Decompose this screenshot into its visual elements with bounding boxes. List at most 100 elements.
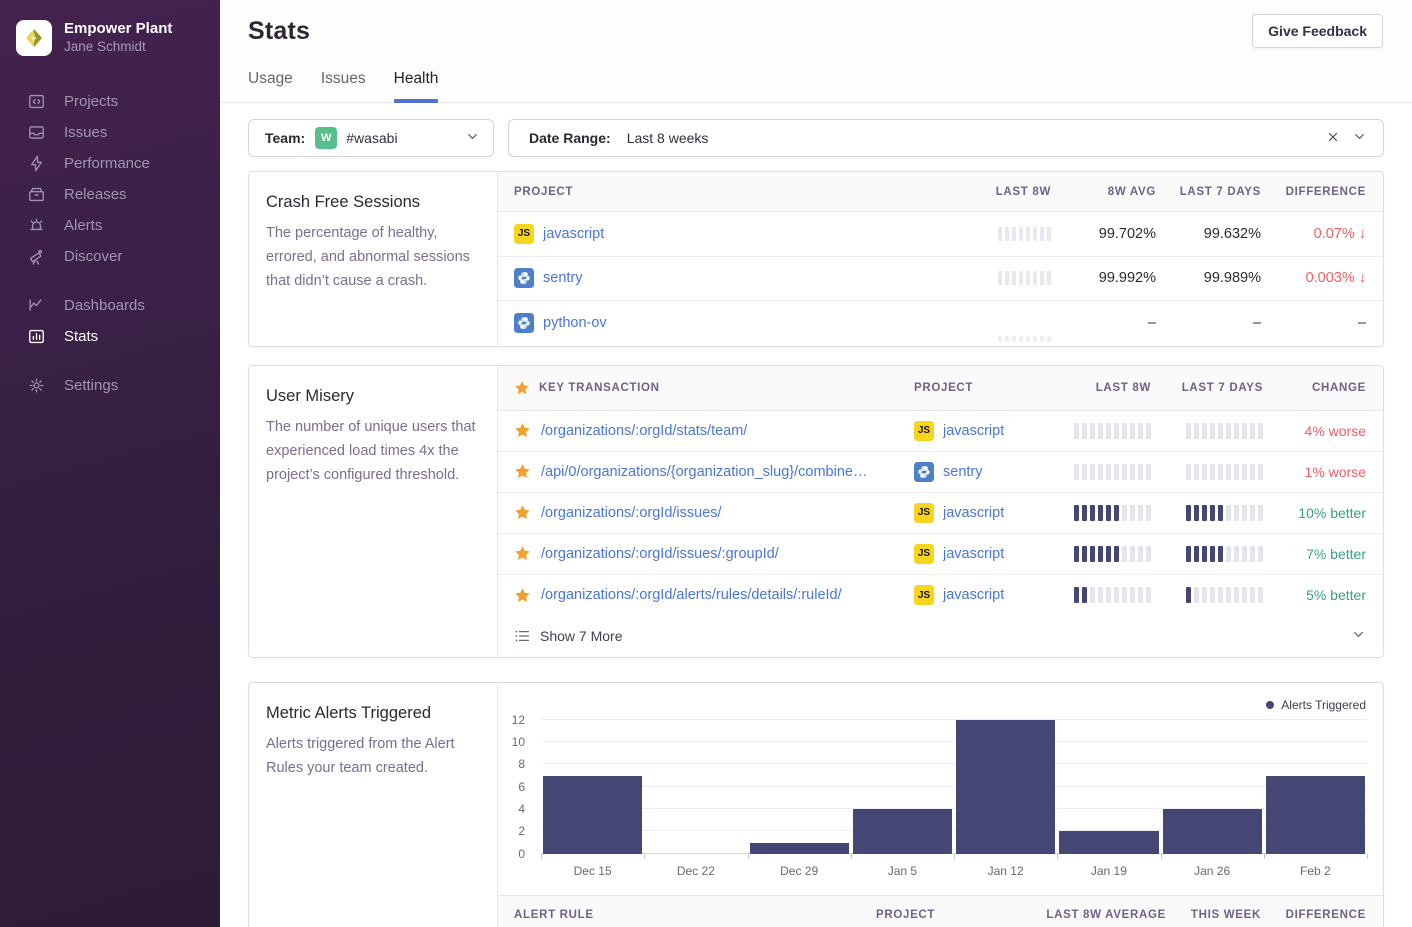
key-transaction-star-icon[interactable] <box>514 587 531 604</box>
table-row: python-ov – – – <box>498 301 1383 346</box>
axis-tick <box>1057 854 1058 859</box>
table-row: /organizations/:orgId/alerts/rules/detai… <box>498 575 1383 616</box>
panel-description: The number of unique users that experien… <box>266 415 477 487</box>
panel-title: User Misery <box>266 387 477 406</box>
change-value: 4% worse <box>1263 423 1366 439</box>
date-range-label: Date Range: <box>529 130 611 146</box>
transaction-link[interactable]: /organizations/:orgId/issues/ <box>541 505 722 521</box>
dashboards-icon <box>26 296 46 316</box>
last-7-days-value: 99.632% <box>1156 226 1261 242</box>
column-header: PROJECT <box>914 382 1011 394</box>
alerts-triggered-chart: Alerts Triggered 024681012 Dec 15Dec 22D… <box>498 683 1383 927</box>
last-8w-bars <box>1011 546 1151 562</box>
plot-area <box>541 720 1367 854</box>
project-link[interactable]: javascript <box>943 546 1004 562</box>
column-header: THIS WEEK <box>1166 909 1261 921</box>
date-range-selector[interactable]: Date Range: Last 8 weeks <box>508 119 1384 157</box>
project-link[interactable]: javascript <box>943 505 1004 521</box>
transaction-link[interactable]: /organizations/:orgId/stats/team/ <box>541 423 747 439</box>
chevron-down-icon[interactable] <box>465 129 480 147</box>
page-title: Stats <box>248 17 1384 46</box>
sidebar-item-issues[interactable]: Issues <box>0 117 220 148</box>
transaction-link[interactable]: /organizations/:orgId/alerts/rules/detai… <box>541 587 842 603</box>
main-content: Stats Give Feedback Usage Issues Health Te… <box>220 0 1412 927</box>
chart-legend[interactable]: Alerts Triggered <box>1266 698 1366 712</box>
sidebar-item-projects[interactable]: Projects <box>0 86 220 117</box>
legend-label: Alerts Triggered <box>1281 698 1366 712</box>
x-tick-label: Jan 26 <box>1161 864 1264 878</box>
tab-usage[interactable]: Usage <box>248 70 293 103</box>
panel-description: The percentage of healthy, errored, and … <box>266 221 477 293</box>
column-header: ALERT RULE <box>514 909 856 921</box>
org-logo-icon <box>16 20 52 56</box>
date-range-value: Last 8 weeks <box>627 130 709 146</box>
project-link[interactable]: sentry <box>943 464 983 480</box>
filter-bar: Team: W #wasabi Date Range: Last 8 weeks <box>248 119 1384 157</box>
y-tick-label: 6 <box>518 780 525 794</box>
page-header: Stats Give Feedback Usage Issues Health <box>220 0 1412 103</box>
team-label: Team: <box>265 130 305 146</box>
javascript-platform-icon: JS <box>514 224 534 244</box>
sidebar-item-releases[interactable]: Releases <box>0 179 220 210</box>
project-link[interactable]: sentry <box>543 270 583 286</box>
python-platform-icon <box>914 462 934 482</box>
sidebar-item-discover[interactable]: Discover <box>0 241 220 272</box>
column-header: DIFFERENCE <box>1261 909 1366 921</box>
table-row: /organizations/:orgId/stats/team/ JS jav… <box>498 411 1383 452</box>
table-header: PROJECTLAST 8W8W AVGLAST 7 DAYSDIFFERENC… <box>498 172 1383 212</box>
chevron-down-icon[interactable] <box>1352 129 1367 147</box>
key-transaction-star-icon[interactable] <box>514 463 531 480</box>
y-tick-label: 10 <box>512 735 525 749</box>
clear-date-icon[interactable] <box>1326 130 1340 147</box>
issues-icon <box>26 123 46 143</box>
axis-tick <box>1264 854 1265 859</box>
panel-title: Crash Free Sessions <box>266 193 477 212</box>
key-transaction-star-icon[interactable] <box>514 422 531 439</box>
sidebar-item-dashboards[interactable]: Dashboards <box>0 290 220 321</box>
project-link[interactable]: javascript <box>543 226 604 242</box>
change-value: 7% better <box>1263 546 1366 562</box>
projects-icon <box>26 92 46 112</box>
table-row: /api/0/organizations/{organization_slug}… <box>498 452 1383 493</box>
sparkline <box>921 328 1051 342</box>
alert-rule-table-header: ALERT RULEPROJECTLAST 8W AVERAGETHIS WEE… <box>498 895 1383 927</box>
org-switcher[interactable]: Empower Plant Jane Schmidt <box>0 0 220 62</box>
javascript-platform-icon: JS <box>914 585 934 605</box>
transaction-link[interactable]: /organizations/:orgId/issues/:groupId/ <box>541 546 779 562</box>
y-tick-label: 0 <box>518 847 525 861</box>
chart-bar <box>1163 809 1262 854</box>
key-transaction-star-icon[interactable] <box>514 504 531 521</box>
team-selector[interactable]: Team: W #wasabi <box>248 119 494 157</box>
sidebar-item-alerts[interactable]: Alerts <box>0 210 220 241</box>
axis-tick <box>644 854 645 859</box>
sidebar-item-performance[interactable]: Performance <box>0 148 220 179</box>
table-row: sentry 99.992% 99.989% 0.003%↓ <box>498 257 1383 302</box>
transaction-link[interactable]: /api/0/organizations/{organization_slug}… <box>541 464 867 480</box>
key-transaction-star-icon[interactable] <box>514 545 531 562</box>
y-tick-label: 2 <box>518 824 525 838</box>
project-link[interactable]: python-ov <box>543 315 607 331</box>
chart-bar <box>750 843 849 854</box>
panel-title: Metric Alerts Triggered <box>266 704 477 723</box>
star-icon <box>514 380 530 396</box>
y-tick-label: 12 <box>512 713 525 727</box>
change-value: 1% worse <box>1263 464 1366 480</box>
project-link[interactable]: javascript <box>943 587 1004 603</box>
chevron-down-icon[interactable] <box>1351 627 1366 645</box>
y-tick-label: 8 <box>518 757 525 771</box>
tab-issues[interactable]: Issues <box>321 70 366 103</box>
x-axis: Dec 15Dec 22Dec 29Jan 5Jan 12Jan 19Jan 2… <box>541 864 1367 878</box>
project-link[interactable]: javascript <box>943 423 1004 439</box>
sidebar-item-stats[interactable]: Stats <box>0 321 220 352</box>
give-feedback-button[interactable]: Give Feedback <box>1252 14 1383 48</box>
tab-health[interactable]: Health <box>394 70 439 103</box>
arrow-down-icon: ↓ <box>1359 270 1366 286</box>
table-row: /organizations/:orgId/issues/:groupId/ J… <box>498 534 1383 575</box>
last-7-days-bars <box>1151 546 1263 562</box>
crash-free-sessions-panel: Crash Free Sessions The percentage of he… <box>248 171 1384 347</box>
difference-value: – <box>1261 315 1366 331</box>
sparkline <box>921 271 1051 285</box>
show-more-row[interactable]: Show 7 More <box>498 616 1383 657</box>
column-header: PROJECT <box>856 909 1006 921</box>
sidebar-item-settings[interactable]: Settings <box>0 370 220 401</box>
